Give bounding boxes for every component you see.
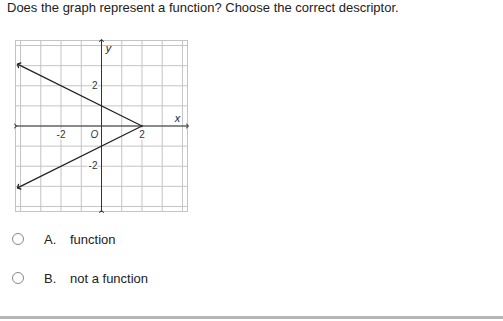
svg-text:-2: -2 <box>89 160 98 171</box>
svg-text:x: x <box>174 112 181 124</box>
svg-text:2: 2 <box>139 129 145 140</box>
html-text:function: function <box>70 232 116 247</box>
html-text:A.: A. <box>44 232 57 247</box>
svg-text:y: y <box>105 42 113 54</box>
svg-text:O: O <box>91 129 99 140</box>
svg-text:-2: -2 <box>57 129 66 140</box>
html-text:B.: B. <box>44 271 57 286</box>
html-text:not a function: not a function <box>70 271 149 286</box>
html-text:Does the graph represent a fun: Does the graph represent a function? Cho… <box>7 0 399 15</box>
svg-text:2: 2 <box>92 80 98 91</box>
